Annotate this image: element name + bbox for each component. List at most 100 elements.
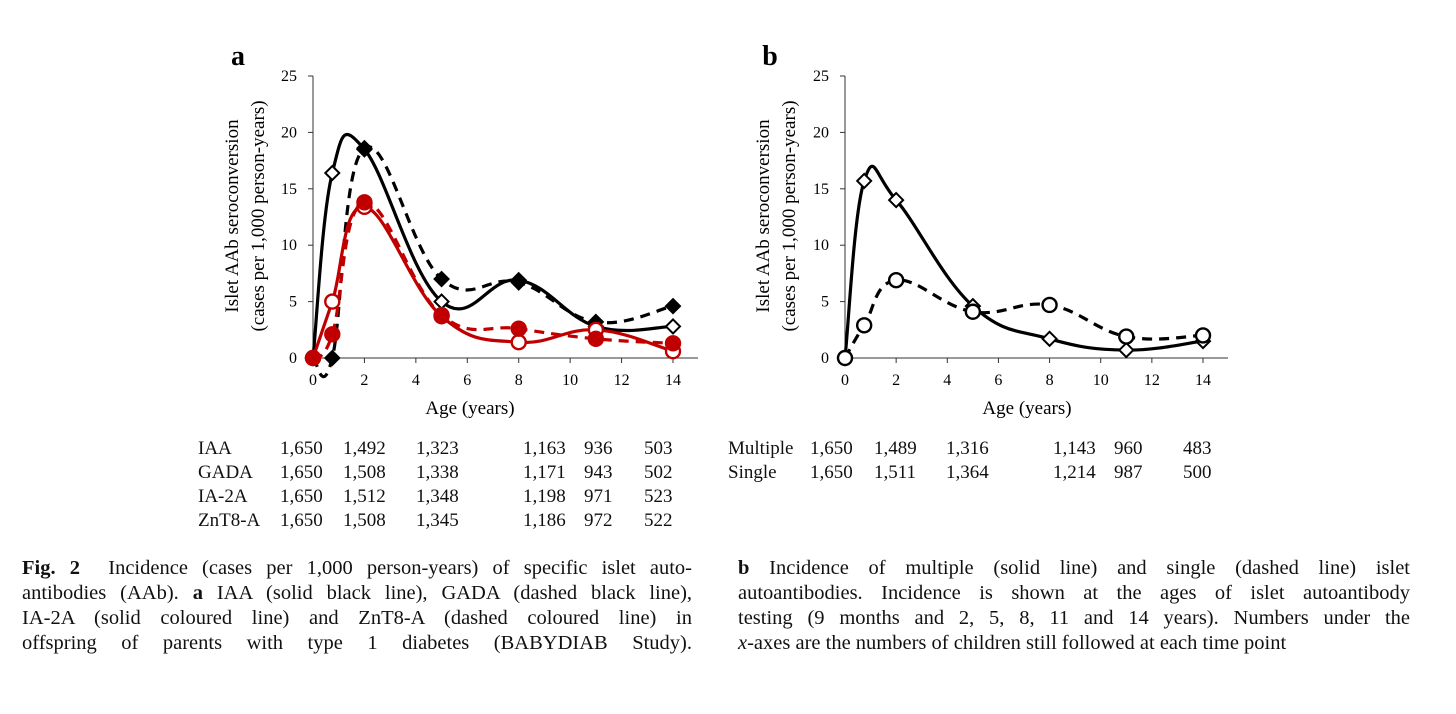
caption-right-line1: Incidence of multiple (solid line) and s… [769,557,1411,579]
table-cell: 1,143 [1053,438,1096,459]
table-cell: 1,650 [280,438,323,459]
data-point-multiple [1117,341,1135,359]
x-tick-label: 14 [1195,372,1211,389]
caption-right: b Incidence of multiple (solid line) and… [738,556,1410,656]
data-point-multiple [855,172,873,190]
x-tick-label: 6 [463,372,471,389]
table-cell: 1,650 [280,486,323,507]
chart-panel-a: a Islet AAb seroconversion (cases per 1,… [222,41,698,419]
data-point-znt8-a [304,349,322,367]
y-tick-label: 15 [281,181,297,198]
data-point-gada [356,139,373,157]
panel-a-ylabel-line2: (cases per 1,000 person-years) [248,100,269,331]
table-row-label: GADA [198,462,253,483]
data-point-single [1194,327,1212,344]
x-tick-label: 0 [309,372,317,389]
table-row-label: Multiple [728,438,794,459]
data-point-znt8-a [664,335,682,352]
y-tick-label: 20 [281,124,297,141]
data-point-znt8-a [587,330,605,348]
table-cell: 936 [584,438,613,459]
data-point-single [1118,328,1135,345]
table-cell: 1,650 [280,462,323,483]
caption-left-panel-a-ref: a [192,582,203,604]
x-tick-label: 12 [1144,372,1160,389]
table-cell: 987 [1114,462,1143,483]
table-cell: 523 [644,486,673,507]
x-tick-label: 4 [943,372,951,389]
table-cell: 1,171 [523,462,566,483]
table-cell: 1,492 [343,438,386,459]
panel-b-plot-area: 0 5 10 15 20 25 0 2 4 6 8 10 12 14 [813,68,1228,389]
y-tick-label: 20 [813,124,829,141]
table-cell: 1,186 [523,510,566,531]
y-tick-label: 10 [281,237,297,254]
x-tick-label: 6 [994,372,1002,389]
table-cell: 1,650 [810,438,853,459]
table-cell: 971 [584,486,613,507]
caption-left-line2b: IAA (solid black line), GADA (dashed bla… [216,582,693,604]
series-line-ia-2a [311,205,674,359]
y-tick-label: 5 [821,294,829,311]
table-cell: 1,214 [1053,462,1096,483]
table-cell: 1,508 [343,462,386,483]
y-tick-label: 10 [813,237,829,254]
table-cell: 503 [644,438,673,459]
data-point-single [855,317,873,334]
caption-right-line2: autoantibodies. Incidence is shown at th… [738,582,1410,604]
x-tick-label: 10 [1093,372,1109,389]
y-tick-label: 25 [281,68,297,85]
data-point-single [1041,296,1058,314]
data-point-multiple [887,191,905,209]
x-tick-label: 10 [562,372,578,389]
data-point-ia-2a [324,293,341,310]
table-cell: 1,198 [523,486,566,507]
table-cell: 1,163 [523,438,566,459]
caption-left-line3: IA-2A (solid coloured line) and ZnT8-A (… [22,607,692,629]
panel-b-ylabel-line2: (cases per 1,000 person-years) [779,100,800,331]
x-tick-label: 4 [412,372,420,389]
caption-left-line4: offspring of parents with type 1 diabete… [22,632,692,654]
table-cell: 522 [644,510,673,531]
table-cell: 1,512 [343,486,386,507]
caption-fig-label: Fig. 2 [22,557,80,579]
table-cell: 502 [644,462,673,483]
caption-left: Fig. 2 Incidence (cases per 1,000 person… [22,556,692,656]
table-cell: 1,650 [810,462,853,483]
data-point-iaa [664,318,682,335]
data-point-multiple [1041,330,1058,348]
x-tick-label: 2 [892,372,900,389]
table-cell: 1,316 [946,438,989,459]
x-tick-label: 12 [614,372,630,389]
table-cell: 1,345 [416,510,459,531]
table-cell: 1,508 [343,510,386,531]
table-cell: 1,650 [280,510,323,531]
data-point-znt8-a [324,326,341,343]
x-tick-label: 8 [1046,372,1054,389]
table-cell: 483 [1183,438,1212,459]
table-cell: 500 [1183,462,1212,483]
y-tick-label: 5 [289,294,297,311]
data-point-single [964,303,982,320]
data-point-znt8-a [356,194,373,211]
data-point-ia-2a [510,334,527,351]
figure-canvas: a Islet AAb seroconversion (cases per 1,… [222,41,1228,419]
y-tick-label: 25 [813,68,829,85]
table-cell: 1,323 [416,438,459,459]
series-line-gada [311,145,674,379]
table-cell: 960 [1114,438,1143,459]
table-cell: 1,511 [874,462,917,483]
y-tick-label: 0 [289,350,297,367]
data-point-single [887,271,905,289]
table-cell: 1,348 [416,486,459,507]
x-tick-label: 8 [515,372,523,389]
table-cell: 1,489 [874,438,917,459]
data-point-iaa [323,164,341,182]
caption-right-line4: -axes are the numbers of children still … [747,632,1287,654]
y-tick-label: 15 [813,181,829,198]
table-row-label: Single [728,462,777,483]
x-tick-label: 14 [665,372,681,389]
x-tick-label: 0 [841,372,849,389]
x-tick-label: 2 [360,372,368,389]
table-cell: 1,338 [416,462,459,483]
